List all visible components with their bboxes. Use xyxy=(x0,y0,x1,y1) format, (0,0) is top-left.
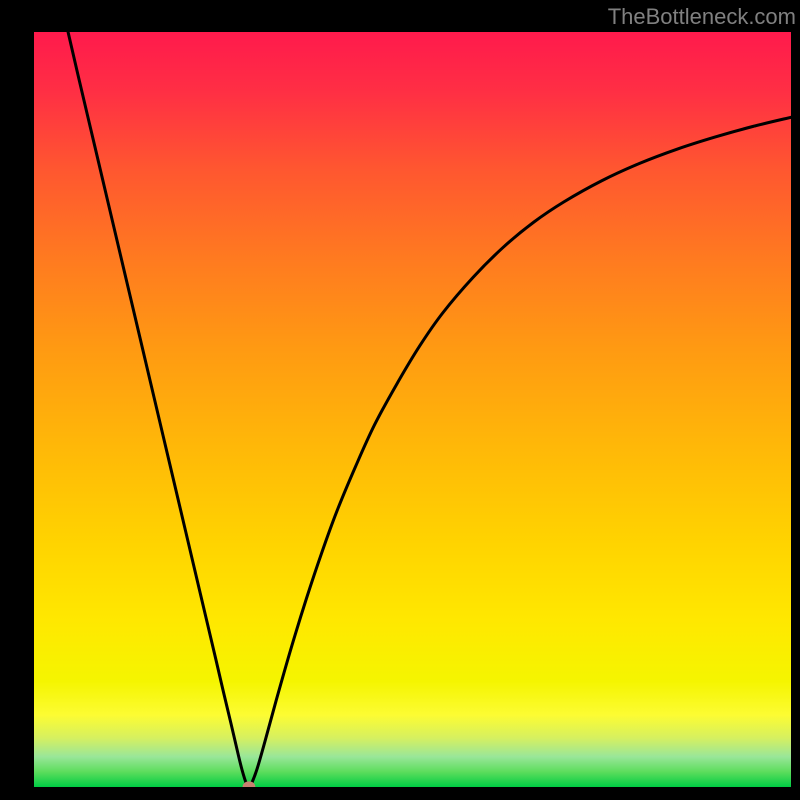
plot-area xyxy=(34,32,791,787)
chart-container: TheBottleneck.com xyxy=(0,0,800,800)
chart-svg xyxy=(34,32,791,787)
watermark-text: TheBottleneck.com xyxy=(608,4,796,30)
gradient-background xyxy=(34,32,791,787)
